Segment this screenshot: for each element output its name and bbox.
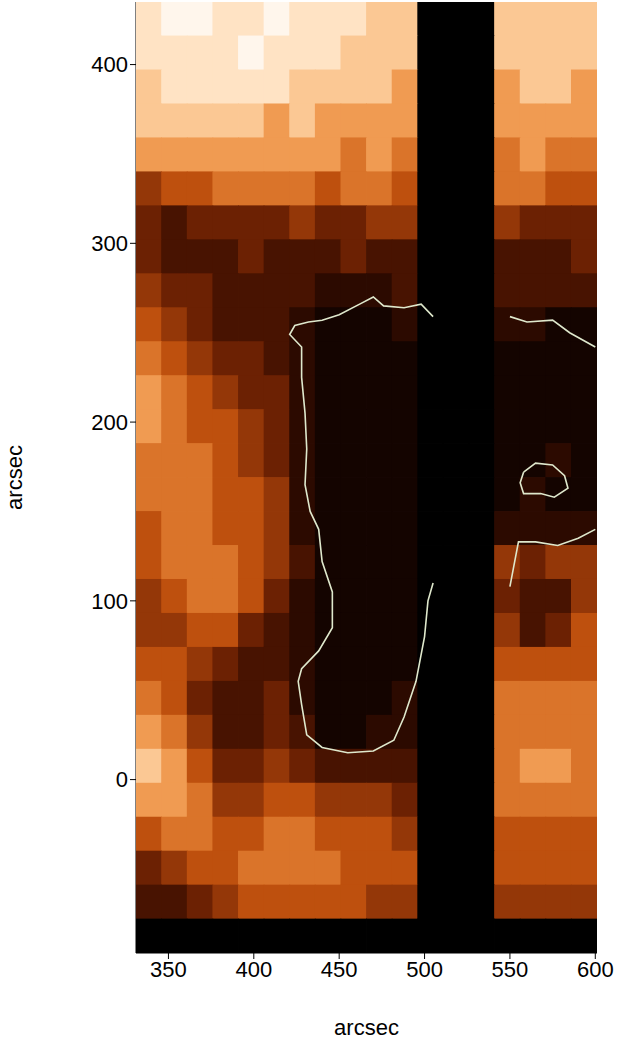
svg-text:400: 400 bbox=[91, 52, 128, 77]
svg-text:200: 200 bbox=[91, 410, 128, 435]
svg-text:0: 0 bbox=[116, 767, 128, 792]
svg-text:600: 600 bbox=[577, 957, 614, 982]
svg-text:100: 100 bbox=[91, 589, 128, 614]
svg-text:550: 550 bbox=[492, 957, 529, 982]
svg-text:350: 350 bbox=[150, 957, 187, 982]
svg-text:arcsec: arcsec bbox=[334, 1015, 399, 1040]
svg-text:500: 500 bbox=[406, 957, 443, 982]
svg-text:300: 300 bbox=[91, 231, 128, 256]
svg-text:400: 400 bbox=[235, 957, 272, 982]
svg-text:450: 450 bbox=[321, 957, 358, 982]
svg-text:arcsec: arcsec bbox=[2, 445, 27, 510]
